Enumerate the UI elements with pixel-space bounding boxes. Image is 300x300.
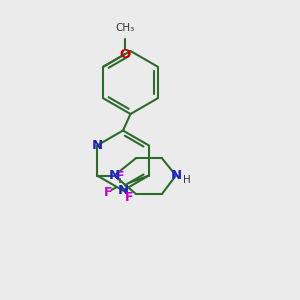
- Text: O: O: [119, 48, 130, 61]
- Text: F: F: [125, 190, 134, 204]
- Text: N: N: [109, 169, 120, 182]
- Text: N: N: [117, 184, 129, 197]
- Text: F: F: [103, 186, 112, 200]
- Text: N: N: [170, 169, 182, 182]
- Text: F: F: [116, 169, 125, 183]
- Text: H: H: [182, 175, 190, 185]
- Text: N: N: [92, 139, 103, 152]
- Text: CH₃: CH₃: [115, 23, 134, 33]
